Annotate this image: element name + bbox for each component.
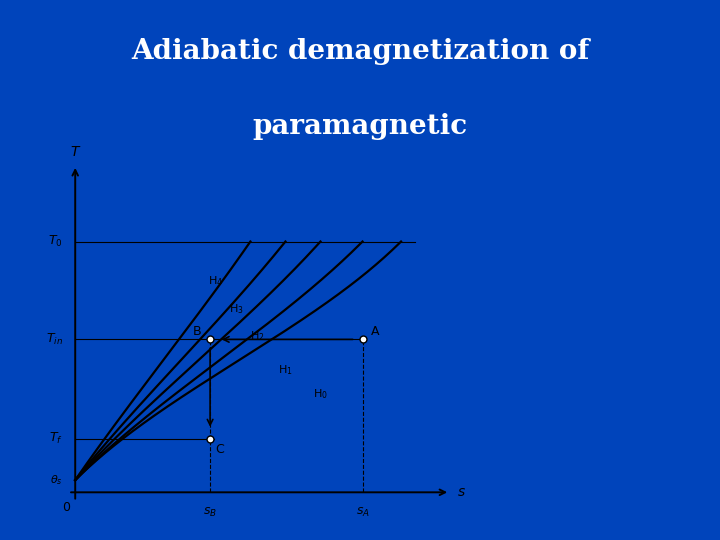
Text: $T_{in}$: $T_{in}$ bbox=[46, 332, 63, 347]
Text: paramagnetic: paramagnetic bbox=[253, 113, 467, 140]
Text: $T$: $T$ bbox=[70, 145, 81, 159]
Text: A: A bbox=[372, 325, 379, 338]
Text: $\theta_s$: $\theta_s$ bbox=[50, 473, 63, 487]
Text: H$_1$: H$_1$ bbox=[278, 363, 293, 377]
Text: $T_0$: $T_0$ bbox=[48, 234, 63, 249]
Text: $s_B$: $s_B$ bbox=[203, 506, 217, 519]
Text: H$_0$: H$_0$ bbox=[313, 388, 328, 401]
Text: H$_2$: H$_2$ bbox=[250, 329, 265, 343]
Text: $s$: $s$ bbox=[457, 485, 466, 500]
Text: $T_f$: $T_f$ bbox=[49, 431, 63, 447]
Text: H$_3$: H$_3$ bbox=[229, 302, 244, 316]
Text: 0: 0 bbox=[63, 502, 71, 515]
Text: Adiabatic demagnetization of: Adiabatic demagnetization of bbox=[131, 38, 589, 65]
Text: B: B bbox=[193, 325, 202, 338]
Text: C: C bbox=[215, 443, 224, 456]
Text: $s_A$: $s_A$ bbox=[356, 506, 369, 519]
Text: H$_4$: H$_4$ bbox=[208, 274, 223, 288]
